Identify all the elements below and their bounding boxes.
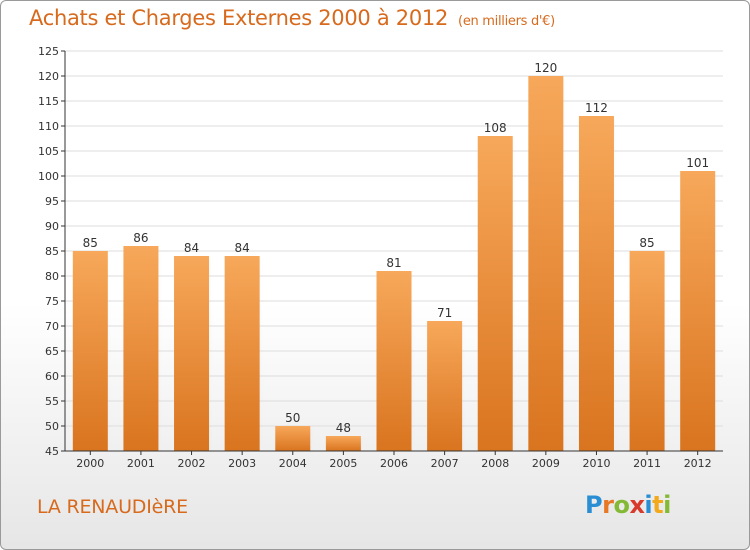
bar-value-label: 84 [235,241,250,255]
x-tick-label: 2011 [633,457,661,470]
bar [123,246,159,451]
x-tick-label: 2010 [582,457,610,470]
bar-value-label: 101 [686,156,709,170]
logo-letter: r [602,491,614,519]
y-tick-label: 55 [45,395,59,408]
bar-value-label: 48 [336,421,351,435]
chart-subtitle: (en milliers d'€) [458,14,555,29]
y-tick-label: 75 [45,295,59,308]
y-tick-label: 115 [38,95,59,108]
x-tick-label: 2005 [329,457,357,470]
x-tick-label: 2008 [481,457,509,470]
bar [376,271,412,451]
x-tick-label: 2000 [76,457,104,470]
logo-letter: i [644,491,653,519]
y-tick-label: 50 [45,420,59,433]
bar [325,436,361,451]
y-tick-label: 65 [45,345,59,358]
proxiti-logo: Proxiti [585,491,671,519]
bar-value-label: 81 [386,256,401,270]
bar [629,251,665,451]
y-tick-label: 45 [45,445,59,458]
logo-letter: x [629,491,645,519]
bar-value-label: 112 [585,101,608,115]
bar-value-label: 50 [285,411,300,425]
x-tick-label: 2002 [178,457,206,470]
bar-value-label: 84 [184,241,199,255]
x-tick-label: 2007 [431,457,459,470]
y-tick-label: 70 [45,320,59,333]
bar [427,321,463,451]
logo-letter: o [613,491,630,519]
bar [72,251,108,451]
chart-title-text: Achats et Charges Externes 2000 à 2012 [29,6,449,30]
x-tick-label: 2009 [532,457,560,470]
commune-name: LA RENAUDIèRE [37,496,188,518]
x-tick-label: 2012 [684,457,712,470]
bar [680,171,716,451]
x-tick-label: 2001 [127,457,155,470]
bar-value-label: 85 [639,236,654,250]
logo-letter: t [652,491,664,519]
y-tick-label: 125 [38,45,59,58]
bar [578,116,614,451]
bar-value-label: 120 [534,61,557,75]
bar-value-label: 71 [437,306,452,320]
y-tick-label: 100 [38,170,59,183]
x-tick-label: 2003 [228,457,256,470]
bar-value-label: 85 [83,236,98,250]
chart-title: Achats et Charges Externes 2000 à 2012 (e… [29,6,555,30]
y-tick-label: 120 [38,70,59,83]
x-tick-label: 2004 [279,457,307,470]
bar-value-label: 86 [133,231,148,245]
y-tick-label: 110 [38,120,59,133]
bar [224,256,260,451]
y-tick-label: 95 [45,195,59,208]
logo-letter: i [663,491,671,519]
bar [174,256,210,451]
y-tick-label: 90 [45,220,59,233]
bar-value-label: 108 [484,121,507,135]
bar [528,76,564,451]
y-tick-label: 105 [38,145,59,158]
bar [477,136,513,451]
logo-letter: P [585,491,603,519]
x-tick-label: 2006 [380,457,408,470]
y-tick-label: 60 [45,370,59,383]
y-tick-label: 85 [45,245,59,258]
y-tick-label: 80 [45,270,59,283]
bar [275,426,311,451]
